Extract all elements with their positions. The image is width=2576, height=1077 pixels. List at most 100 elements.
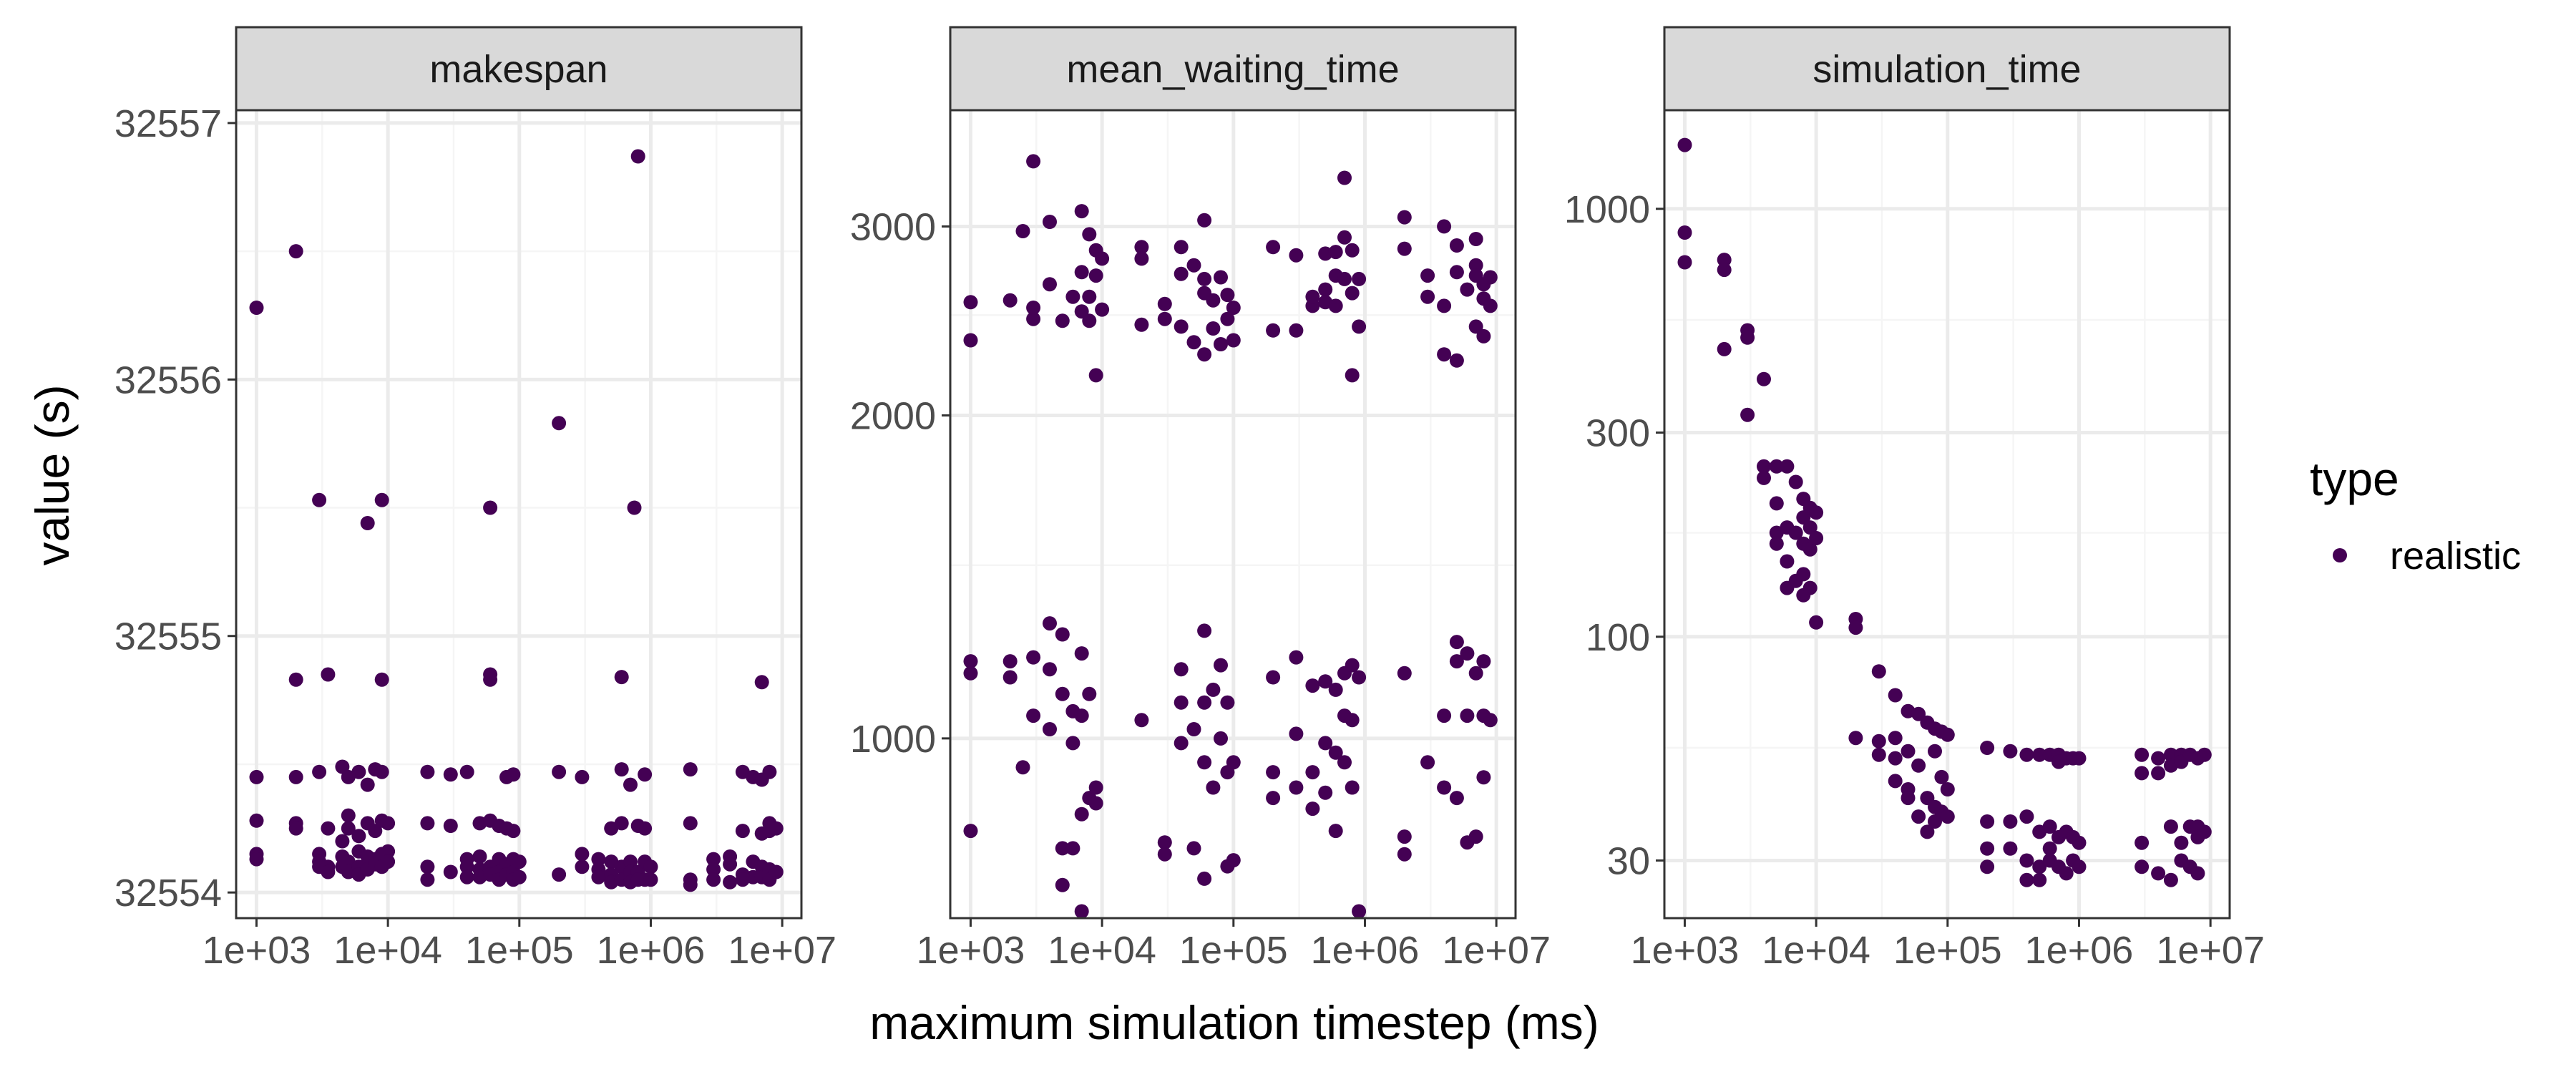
- y-tick-label: 32555: [114, 615, 222, 658]
- data-point: [2003, 814, 2018, 829]
- data-point: [288, 672, 303, 687]
- legend-key-realistic: [2333, 548, 2347, 562]
- strip-makespan: [235, 26, 803, 112]
- data-point: [381, 854, 396, 869]
- data-point: [1088, 368, 1103, 383]
- data-point: [1214, 337, 1228, 351]
- data-point: [1055, 627, 1070, 642]
- data-point: [706, 852, 721, 867]
- data-point: [1305, 801, 1320, 817]
- data-point: [1460, 282, 1475, 297]
- strip-simulation_time: [1663, 26, 2231, 112]
- data-point: [1318, 674, 1333, 689]
- data-point: [552, 867, 567, 882]
- data-point: [1220, 288, 1235, 303]
- data-point: [1809, 531, 1824, 545]
- panel-simulation_time: simulation_time 30 100 300 1000 1e+03 1e+04 1e+…: [1564, 26, 2265, 972]
- x-tick-label: 1e+07: [728, 929, 836, 972]
- data-point: [1437, 219, 1452, 234]
- x-tick-label: 1e+06: [597, 929, 706, 972]
- data-point: [1476, 328, 1491, 343]
- data-point: [1015, 224, 1030, 238]
- data-point: [706, 862, 721, 877]
- data-point: [623, 777, 638, 792]
- data-point: [2032, 859, 2047, 874]
- data-point: [2042, 841, 2057, 856]
- data-point: [2019, 809, 2034, 824]
- data-point: [1345, 780, 1360, 795]
- data-point: [312, 492, 327, 507]
- data-point: [420, 859, 435, 874]
- data-point: [1769, 496, 1784, 511]
- data-point: [1065, 841, 1080, 856]
- data-point: [1911, 706, 1926, 721]
- data-point: [1920, 824, 1935, 839]
- data-point: [1328, 682, 1343, 697]
- data-point: [643, 859, 658, 874]
- data-point: [1206, 321, 1221, 336]
- data-point: [1420, 289, 1435, 304]
- data-point: [1174, 319, 1189, 334]
- data-point: [1397, 241, 1412, 256]
- data-point: [1197, 347, 1212, 362]
- data-point: [1055, 686, 1070, 701]
- data-point: [1928, 744, 1942, 759]
- data-point: [1796, 567, 1811, 582]
- data-point: [1305, 289, 1320, 304]
- data-point: [1074, 204, 1089, 219]
- data-point: [374, 672, 389, 687]
- y-tick-label: 32556: [114, 359, 222, 401]
- data-point: [643, 872, 658, 887]
- data-point: [1082, 313, 1097, 328]
- data-point: [1266, 323, 1281, 338]
- data-point: [1088, 780, 1103, 795]
- data-point: [483, 672, 498, 687]
- data-point: [420, 872, 435, 887]
- data-point: [1074, 708, 1089, 723]
- data-point: [1788, 525, 1803, 540]
- data-point: [341, 808, 356, 823]
- data-point: [1305, 765, 1320, 780]
- data-point: [2072, 751, 2087, 766]
- data-point: [1980, 841, 1995, 856]
- data-point: [2135, 747, 2150, 762]
- data-point: [1437, 347, 1452, 362]
- data-point: [1197, 213, 1212, 228]
- data-point: [459, 859, 474, 874]
- data-point: [575, 847, 590, 862]
- data-point: [368, 824, 383, 839]
- data-point: [1888, 688, 1903, 703]
- data-point: [1397, 210, 1412, 225]
- data-point: [1980, 814, 1995, 829]
- data-point: [623, 854, 638, 869]
- legend: type realistic: [2310, 452, 2521, 578]
- data-point: [1328, 745, 1343, 760]
- data-point: [443, 864, 458, 879]
- data-point: [1186, 841, 1201, 856]
- x-tick-label: 1e+03: [917, 929, 1025, 972]
- data-point: [2003, 744, 2018, 759]
- data-point: [2019, 872, 2034, 887]
- data-point: [1717, 341, 1732, 356]
- data-point: [1802, 580, 1818, 595]
- data-point: [1940, 809, 1955, 824]
- data-point: [1226, 853, 1241, 868]
- data-point: [1802, 520, 1818, 535]
- data-point: [2003, 841, 2018, 856]
- data-point: [1266, 765, 1281, 780]
- data-point: [1940, 727, 1955, 742]
- data-point: [506, 824, 521, 839]
- data-point: [1740, 407, 1755, 422]
- legend-label-realistic: realistic: [2390, 535, 2521, 578]
- data-point: [1289, 726, 1304, 741]
- data-point: [1206, 780, 1221, 795]
- data-point: [1266, 791, 1281, 806]
- data-point: [1026, 154, 1041, 169]
- data-point: [249, 301, 264, 315]
- data-point: [1074, 646, 1089, 661]
- x-tick-label: 1e+06: [1311, 929, 1420, 972]
- x-tick-label: 1e+07: [2156, 929, 2265, 972]
- data-point: [1197, 623, 1212, 638]
- data-point: [1074, 904, 1089, 919]
- data-point: [472, 849, 487, 864]
